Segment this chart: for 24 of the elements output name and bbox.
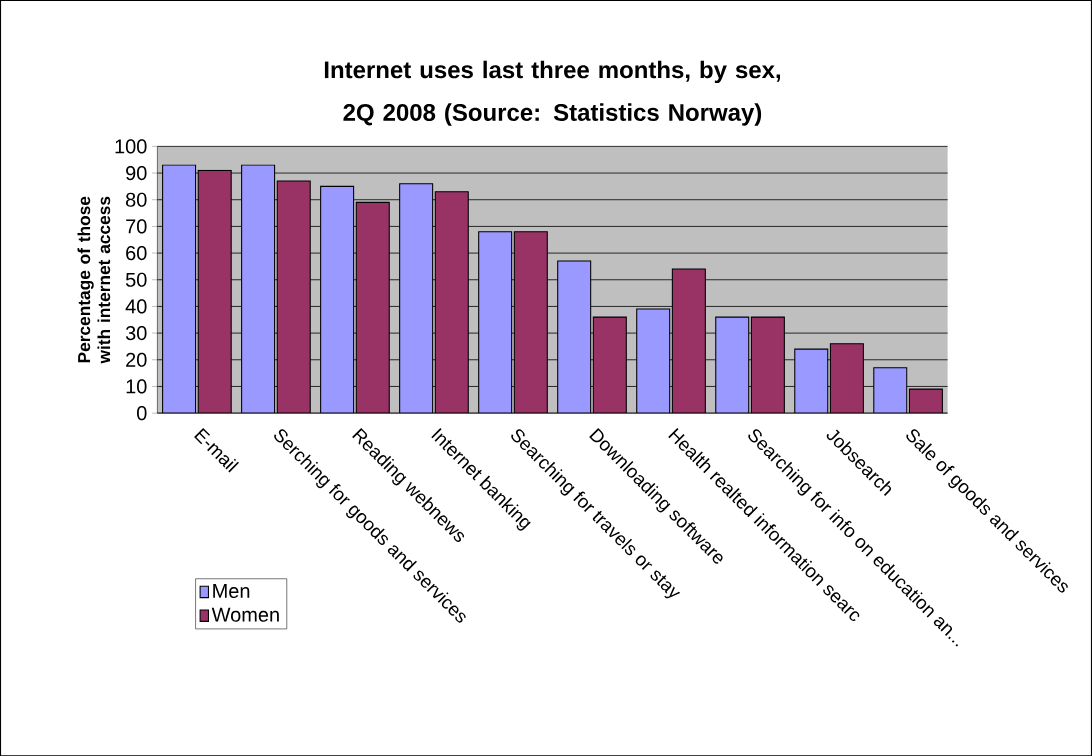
y-tick-label: 50 [125, 272, 147, 287]
bar [355, 201, 390, 413]
bar [197, 169, 232, 413]
bar [513, 231, 548, 413]
y-tick-label: 30 [125, 325, 147, 341]
y-tick-label: 100 [115, 139, 147, 154]
bar [671, 268, 706, 413]
y-axis-title: Percentage of those with internet access [77, 196, 111, 364]
bar [592, 316, 627, 413]
bar [434, 191, 469, 413]
y-tick-label: 70 [126, 219, 147, 234]
bar [829, 343, 864, 413]
y-tick-label: 40 [125, 299, 147, 314]
y-tick-label: 10 [126, 379, 147, 394]
y-tick-label: 90 [126, 165, 147, 180]
chart-title: Internet uses last three months, by sex, 2Q 2008 (Source: Statistics Norway) [324, 60, 781, 126]
y-tick-label: 80 [126, 192, 147, 207]
bar [276, 180, 311, 413]
legend-label: Men [213, 583, 250, 598]
y-tick-label: 60 [126, 245, 147, 260]
y-tick-label: 0 [137, 405, 147, 421]
legend-label: Women [211, 607, 279, 622]
y-tick-label: 20 [126, 352, 147, 367]
bar [750, 316, 785, 413]
